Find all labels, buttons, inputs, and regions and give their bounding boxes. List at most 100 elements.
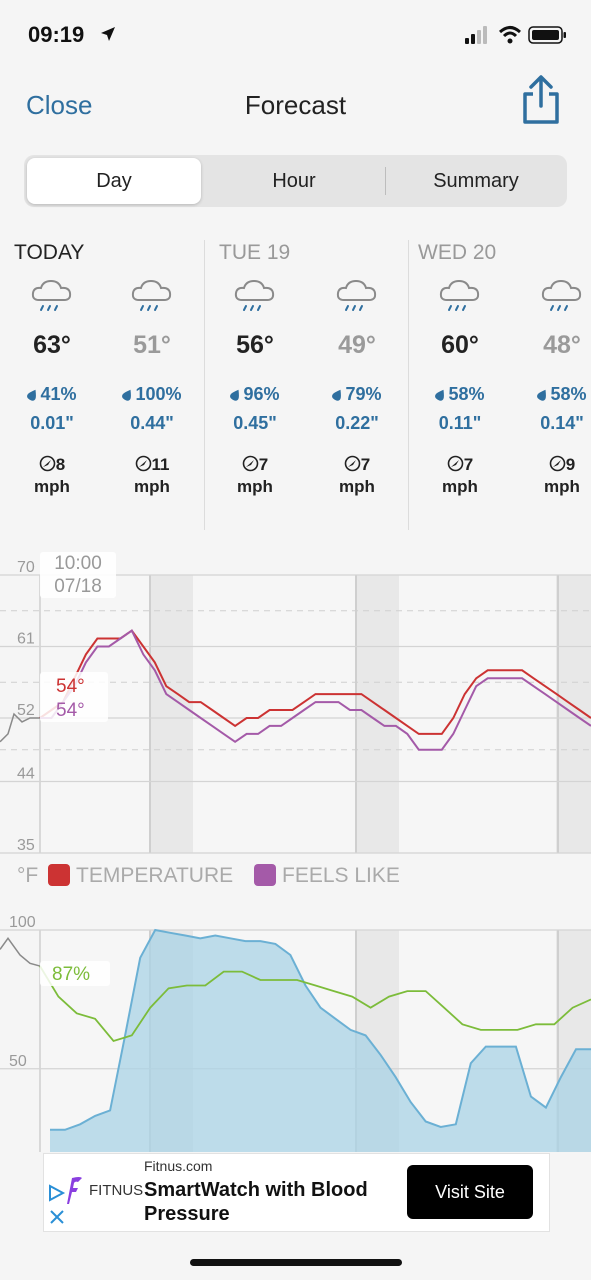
- cursor-tooltip: [40, 552, 116, 598]
- forecast-temp: 63°: [33, 331, 71, 359]
- battery-icon: [528, 26, 566, 44]
- rain-cloud-icon: [31, 279, 72, 311]
- unit-label: °F: [17, 864, 39, 887]
- tab-summary[interactable]: Summary: [433, 170, 519, 192]
- temperature-readout: 54°: [56, 676, 85, 697]
- y-tick-label: 52: [17, 702, 35, 719]
- wind-direction-icon: [447, 455, 464, 472]
- forecast-temp: 51°: [133, 331, 171, 359]
- wind-direction-icon: [242, 455, 259, 472]
- raindrop-icon: [435, 389, 445, 401]
- forecast-period[interactable]: 56° 96% 0.45" 7 mph: [210, 278, 300, 498]
- status-time: 09:19: [28, 22, 85, 47]
- tab-day[interactable]: Day: [27, 158, 201, 204]
- forecast-period[interactable]: 63° 41% 0.01" 8 mph: [7, 278, 97, 498]
- ad-banner[interactable]: FITNUS Fitnus.com SmartWatch with Blood …: [43, 1153, 550, 1232]
- legend-temperature[interactable]: TEMPERATURE: [48, 864, 233, 888]
- legend-label: TEMPERATURE: [76, 864, 234, 887]
- wind-unit: mph: [134, 477, 170, 496]
- rain-cloud-icon: [541, 279, 582, 311]
- wind-speed: 11: [151, 455, 170, 474]
- close-button[interactable]: Close: [26, 90, 93, 120]
- location-arrow-icon: [101, 27, 115, 41]
- rain-cloud-icon: [336, 279, 377, 311]
- forecast-temp: 48°: [543, 331, 581, 359]
- home-indicator[interactable]: [190, 1259, 402, 1266]
- y-tick-label: 100: [9, 914, 36, 931]
- ad-domain: Fitnus.com: [144, 1158, 213, 1174]
- cursor-time: 10:00: [54, 553, 102, 574]
- view-segmented-control: Day Hour Summary: [24, 155, 567, 207]
- precip-chance: 100%: [107, 384, 197, 405]
- day-label-wed: WED 20: [418, 241, 497, 264]
- wind-unit: mph: [544, 477, 580, 496]
- share-icon[interactable]: [520, 74, 562, 126]
- wind-speed: 7: [463, 455, 474, 474]
- humidity-readout: 87%: [52, 964, 90, 985]
- wind-speed: 8: [55, 455, 66, 474]
- wind-unit: mph: [34, 477, 70, 496]
- precip-chance-value: 79%: [345, 384, 382, 404]
- ad-close-icon[interactable]: [50, 1210, 64, 1224]
- wind-direction-icon: [344, 455, 361, 472]
- legend-swatch: [48, 864, 70, 886]
- wind-unit: mph: [339, 477, 375, 496]
- past-temperature-line: [0, 712, 40, 743]
- visit-site-button[interactable]: Visit Site: [407, 1165, 533, 1219]
- rain-cloud-icon: [131, 279, 172, 311]
- wind: 11 mph: [107, 454, 197, 498]
- feels-like-readout: 54°: [56, 700, 85, 721]
- y-tick-label: 70: [17, 559, 35, 576]
- wind: 7 mph: [210, 454, 300, 498]
- forecast-period[interactable]: 51° 100% 0.44" 11 mph: [107, 278, 197, 498]
- forecast-period[interactable]: 49° 79% 0.22" 7 mph: [312, 278, 402, 498]
- raindrop-icon: [332, 389, 342, 401]
- day-divider: [204, 240, 205, 530]
- rain-cloud-icon: [234, 279, 275, 311]
- precip-chance-value: 96%: [243, 384, 280, 404]
- precip-amount: 0.14": [540, 413, 584, 433]
- legend-label: FEELS LIKE: [282, 864, 400, 887]
- y-tick-label: 44: [17, 766, 35, 783]
- wind: 7 mph: [312, 454, 402, 498]
- precip-chance: 41%: [7, 384, 97, 405]
- precip-chance: 96%: [210, 384, 300, 405]
- wind: 8 mph: [7, 454, 97, 498]
- precip-amount: 0.44": [130, 413, 174, 433]
- raindrop-icon: [122, 389, 132, 401]
- wind: 7 mph: [415, 454, 505, 498]
- wind-direction-icon: [135, 455, 151, 472]
- forecast-period[interactable]: 48° 58% 0.14" 9 mph: [517, 278, 591, 498]
- precip-amount: 0.11": [438, 413, 482, 433]
- tab-hour[interactable]: Hour: [272, 170, 316, 192]
- readout-box: [40, 961, 110, 986]
- precip-amount: 0.45": [233, 413, 277, 433]
- day-label-tue: TUE 19: [219, 241, 291, 264]
- precipitation-humidity-chart[interactable]: 100 50 87%: [0, 900, 591, 1152]
- legend-feels-like[interactable]: FEELS LIKE: [254, 864, 400, 888]
- wind-speed: 9: [565, 455, 576, 474]
- day-label-today: TODAY: [14, 241, 85, 264]
- wifi-icon: [498, 26, 522, 44]
- precip-line: [50, 928, 591, 1131]
- legend-swatch: [254, 864, 276, 886]
- forecast-temp: 60°: [441, 331, 479, 359]
- wind-direction-icon: [39, 455, 56, 472]
- humidity-line: [39, 965, 591, 1043]
- forecast-temp: 49°: [338, 331, 376, 359]
- forecast-period[interactable]: 60° 58% 0.11" 7 mph: [415, 278, 505, 498]
- precip-amount: 0.22": [335, 413, 379, 433]
- wind-unit: mph: [442, 477, 478, 496]
- ad-choices-icon[interactable]: [48, 1184, 66, 1202]
- y-tick-label: 50: [9, 1053, 27, 1070]
- wind-speed: 7: [360, 455, 371, 474]
- precip-chance: 79%: [312, 384, 402, 405]
- precip-chance-value: 41%: [40, 384, 77, 404]
- ad-headline: SmartWatch with Blood Pressure: [144, 1179, 368, 1225]
- page-title: Forecast: [244, 90, 347, 120]
- rain-cloud-icon: [439, 279, 480, 311]
- readout-box: [40, 672, 108, 722]
- precip-amount: 0.01": [30, 413, 74, 433]
- ad-brand: FITNUS: [89, 1182, 144, 1199]
